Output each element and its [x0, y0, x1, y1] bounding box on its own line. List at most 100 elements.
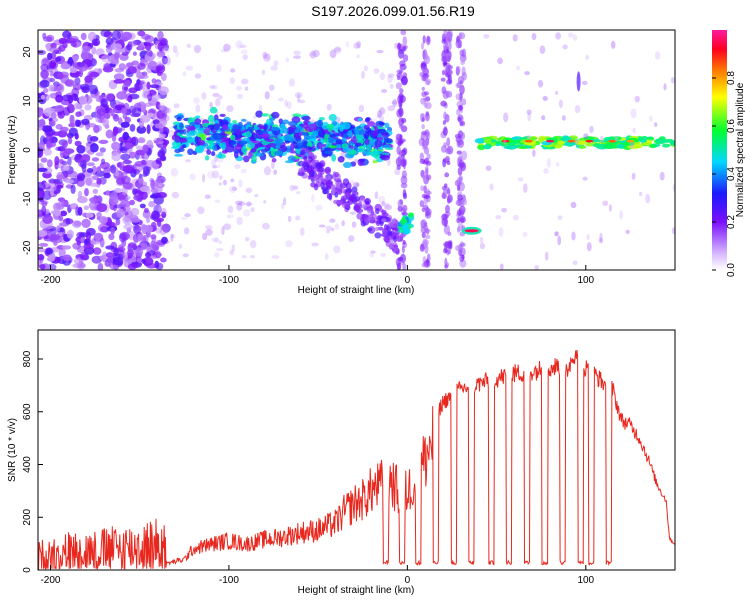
heat-cell [355, 133, 364, 141]
heat-cell [329, 133, 336, 138]
heat-cell [106, 47, 112, 54]
heat-cell [58, 247, 66, 258]
heat-cell [505, 144, 518, 150]
heat-cell [402, 204, 408, 213]
heat-cell [288, 78, 295, 87]
heat-cell [328, 114, 337, 122]
heat-cell [426, 153, 431, 160]
heat-cell [266, 138, 275, 143]
heat-cell [198, 139, 206, 146]
heat-cell [459, 84, 465, 95]
heat-cell [68, 122, 76, 128]
heat-cell [151, 94, 161, 101]
heat-cell [214, 199, 221, 203]
heat-cell [336, 200, 344, 205]
heat-cell [158, 182, 166, 187]
heat-cell [142, 166, 151, 175]
heat-cell [442, 127, 448, 136]
heat-cell [325, 175, 331, 181]
heat-cell [326, 124, 335, 129]
heat-cell [331, 187, 336, 195]
heat-cell [612, 136, 622, 141]
heat-cell [70, 184, 76, 194]
heat-cell [355, 183, 360, 188]
heat-cell [182, 70, 187, 77]
heat-cell [420, 112, 426, 119]
heat-cell [513, 214, 519, 221]
heat-cell [483, 34, 490, 39]
heat-cell [218, 95, 223, 100]
heat-cell [132, 188, 138, 195]
heat-cell [290, 142, 295, 151]
heat-cell [67, 137, 73, 145]
heat-cell [401, 211, 408, 217]
heat-cell [343, 161, 352, 169]
heat-cell [218, 151, 223, 159]
heat-cell [260, 133, 270, 139]
heat-cell [669, 140, 675, 146]
heat-cell [602, 200, 609, 206]
heat-cell [221, 137, 229, 142]
heat-cell [41, 205, 47, 215]
heat-cell [456, 217, 461, 224]
heat-cell [139, 203, 146, 209]
heat-cell [483, 138, 492, 144]
colorbar-tick-label: 0.6 [726, 119, 737, 133]
heat-cell [537, 137, 545, 143]
heat-cell [311, 154, 317, 160]
heat-cell [99, 226, 109, 233]
heat-cell [423, 102, 428, 108]
heat-cell [91, 46, 97, 55]
heat-cell [185, 65, 193, 71]
heat-cell [174, 153, 183, 157]
heat-cell [161, 211, 167, 219]
heat-cell [387, 105, 395, 112]
heat-cell [72, 55, 79, 62]
heat-cell [273, 60, 279, 67]
heat-cell [420, 62, 427, 69]
heat-cell [363, 216, 370, 223]
heat-cell [444, 64, 449, 74]
heat-cell [318, 224, 326, 228]
heat-cell [241, 132, 248, 137]
heat-cell [40, 94, 46, 100]
heat-cell [154, 179, 162, 188]
heat-cell [38, 141, 45, 150]
heat-cell [150, 187, 159, 194]
heat-cell [537, 79, 544, 88]
heat-cell [203, 128, 210, 136]
heat-cell [229, 185, 237, 193]
heat-cell [181, 144, 187, 149]
heat-cell [567, 139, 576, 143]
heat-cell [264, 91, 270, 100]
heat-cell [285, 57, 290, 63]
heat-cell [156, 262, 164, 270]
heat-cell [119, 233, 127, 243]
heat-cell [157, 141, 163, 149]
heat-cell [79, 252, 89, 261]
heat-cell [99, 237, 105, 248]
heat-cell [128, 231, 135, 241]
heat-cell [110, 247, 121, 253]
heat-cell [363, 151, 373, 156]
heat-cell [75, 206, 80, 217]
heat-cell [84, 75, 93, 83]
heat-cell [274, 150, 284, 157]
heat-cell [310, 132, 319, 137]
heat-cell [670, 76, 675, 84]
heat-cell [236, 93, 244, 99]
heat-cell [144, 35, 155, 43]
heat-cell [299, 150, 306, 156]
heat-cell [85, 144, 91, 154]
heat-cell [293, 55, 301, 59]
heat-cell [379, 72, 385, 81]
heat-cell [157, 250, 162, 259]
heat-cell [599, 232, 603, 242]
heat-cell [401, 245, 405, 254]
y-tick-label: 10 [22, 95, 33, 107]
heat-cell [443, 42, 450, 50]
heat-cell [163, 114, 170, 122]
heat-cell [222, 123, 229, 130]
heat-cell [461, 71, 468, 81]
